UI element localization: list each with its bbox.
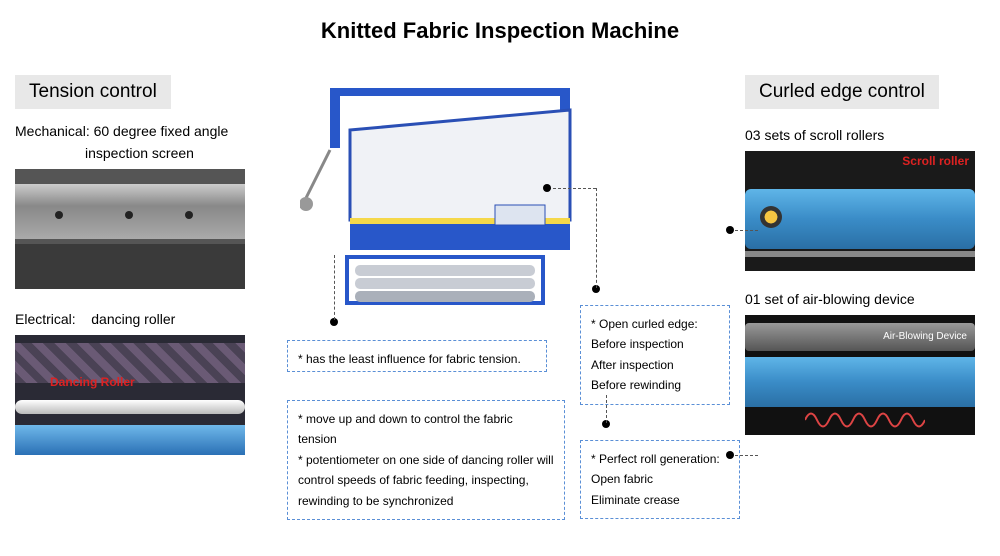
c2-l4: rewinding to be synchronized (298, 491, 554, 511)
leader-c3v (596, 188, 597, 288)
c2-l3: control speeds of fabric feeding, inspec… (298, 470, 554, 490)
leader-r2 (730, 455, 758, 456)
elec-text: dancing roller (91, 311, 175, 327)
callout-roll: * Perfect roll generation: Open fabric E… (580, 440, 740, 519)
left-column: Tension control Mechanical: 60 degree fi… (15, 75, 275, 455)
callout-mech: * has the least influence for fabric ten… (287, 340, 547, 372)
leader-c1 (334, 255, 335, 320)
dot-r2 (726, 451, 734, 459)
c3-l3: After inspection (591, 355, 719, 375)
scroll-photo: Scroll roller (745, 151, 975, 271)
right-column: Curled edge control 03 sets of scroll ro… (745, 75, 985, 435)
callout-open: * Open curled edge: Before inspection Af… (580, 305, 730, 405)
mechanical-label: Mechanical: 60 degree fixed angle (15, 123, 275, 139)
scroll-img-label: Scroll roller (902, 155, 969, 168)
mech-prefix: Mechanical: (15, 123, 90, 139)
tension-header: Tension control (15, 75, 171, 109)
elec-prefix: Electrical: (15, 311, 76, 327)
mech-text: 60 degree fixed angle (94, 123, 229, 139)
c3-l4: Before rewinding (591, 375, 719, 395)
air-img-label: Air-Blowing Device (883, 331, 967, 342)
c4-l3: Eliminate crease (591, 490, 729, 510)
machine-illustration (300, 80, 600, 300)
c4-l1: * Perfect roll generation: (591, 449, 729, 469)
dot-r1 (726, 226, 734, 234)
c4-l2: Open fabric (591, 469, 729, 489)
dancing-roller-label: Dancing Roller (50, 375, 135, 389)
scroll-label: 03 sets of scroll rollers (745, 127, 985, 143)
curled-header: Curled edge control (745, 75, 939, 109)
air-label: 01 set of air-blowing device (745, 291, 985, 307)
electrical-label: Electrical: dancing roller (15, 311, 275, 327)
c2-l2: * potentiometer on one side of dancing r… (298, 450, 554, 470)
c3-l2: Before inspection (591, 334, 719, 354)
leader-c3h (548, 188, 596, 189)
callout-elec: * move up and down to control the fabric… (287, 400, 565, 520)
dot-c3b (543, 184, 551, 192)
mech-text2: inspection screen (85, 145, 275, 161)
leader-r1 (730, 230, 758, 231)
c1-text: * has the least influence for fabric ten… (298, 352, 521, 366)
coil-icon (805, 407, 925, 433)
c3-l1: * Open curled edge: (591, 314, 719, 334)
c2-l1: * move up and down to control the fabric… (298, 409, 554, 450)
leader-c4 (606, 395, 607, 423)
electrical-photo: Dancing Roller (15, 335, 245, 455)
mechanical-photo (15, 169, 245, 289)
page-title: Knitted Fabric Inspection Machine (0, 0, 1000, 54)
air-photo: Air-Blowing Device (745, 315, 975, 435)
